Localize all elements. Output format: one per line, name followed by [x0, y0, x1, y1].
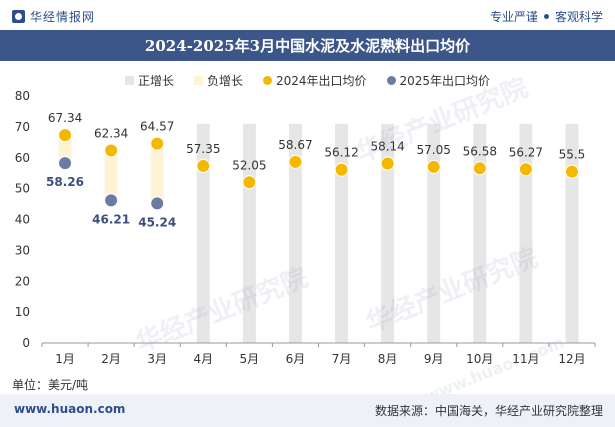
data-label-2024: 58.67	[278, 138, 312, 152]
data-label-2024: 56.12	[324, 146, 358, 160]
legend-label-2025: 2025年出口均价	[399, 74, 491, 88]
x-tick-label: 12月	[558, 352, 585, 366]
x-tick-label: 9月	[424, 352, 444, 366]
point-2024	[472, 161, 487, 176]
data-label-2025: 45.24	[138, 215, 176, 229]
legend-item-negative: 负增长	[193, 72, 243, 89]
legend-label-2024: 2024年出口均价	[275, 74, 367, 88]
point-2025	[150, 196, 165, 211]
chart-title: 2024-2025年3月中国水泥及水泥熟料出口均价	[144, 37, 471, 55]
bar-positive	[288, 123, 302, 343]
bar-positive	[565, 123, 579, 343]
legend-swatch-positive	[124, 76, 134, 85]
separator-dot-icon	[543, 14, 549, 19]
legend-item-2024: 2024年出口均价	[262, 72, 367, 89]
tag-professional: 专业严谨	[489, 10, 538, 24]
x-tick-label: 8月	[378, 352, 398, 366]
x-tick-label: 2月	[101, 352, 121, 366]
data-label-2024: 64.57	[140, 120, 174, 134]
legend-label-negative: 负增长	[206, 74, 243, 88]
x-tick-label: 10月	[466, 352, 493, 366]
data-label-2024: 52.05	[232, 158, 266, 172]
bar-positive	[381, 123, 395, 343]
unit-label: 单位：美元/吨	[12, 378, 89, 392]
x-tick-label: 4月	[193, 352, 213, 366]
point-2024	[196, 158, 211, 173]
point-2024	[104, 143, 119, 158]
bar-positive	[427, 123, 441, 343]
y-tick-label: 70	[15, 120, 30, 134]
bar-negative	[104, 150, 118, 201]
data-label-2024: 57.35	[186, 142, 220, 156]
bar-positive	[335, 123, 349, 343]
point-2024	[564, 164, 579, 179]
x-tick-label: 7月	[332, 352, 352, 366]
legend-label-positive: 正增长	[137, 74, 174, 88]
y-tick-label: 10	[15, 305, 30, 319]
point-2024	[242, 175, 257, 190]
bar-negative	[58, 135, 72, 164]
legend-swatch-negative	[193, 76, 203, 85]
point-2024	[288, 154, 303, 169]
bar-positive	[519, 123, 533, 343]
x-tick-label: 5月	[240, 352, 260, 366]
logo-icon	[12, 10, 25, 23]
point-2025	[58, 156, 73, 171]
chart-plot: 0 10 20 30 40 50 60 70 80 1月 2月 3月 4月 5月 6月 7月 8月 9月 10月 11…	[15, 90, 596, 366]
point-2024	[426, 159, 441, 174]
footer-url: www.huaon.com	[14, 402, 126, 416]
top-bar: 华经情报网 专业严谨 客观科学	[0, 0, 615, 30]
data-label-2024: 58.14	[370, 139, 404, 153]
bar-positive	[242, 123, 256, 343]
footer-bar: www.huaon.com 数据来源：中国海关，华经产业研究院整理	[0, 394, 615, 427]
y-tick-label: 0	[22, 336, 30, 350]
data-label-2024: 56.58	[463, 144, 497, 158]
title-bar: 2024-2025年3月中国水泥及水泥熟料出口均价	[0, 30, 615, 61]
data-label-2024: 67.34	[48, 111, 82, 125]
x-tick-label: 3月	[147, 352, 167, 366]
bar-negative	[150, 143, 164, 204]
y-tick-label: 40	[15, 213, 30, 227]
point-2024	[58, 128, 73, 143]
bar-positive	[196, 123, 210, 343]
point-2024	[150, 136, 165, 151]
legend-item-2025: 2025年出口均价	[386, 72, 491, 89]
y-tick-label: 60	[15, 151, 30, 165]
logo: 华经情报网	[12, 8, 95, 25]
y-tick-label: 50	[15, 182, 30, 196]
point-2025	[104, 193, 119, 208]
x-tick-label: 1月	[55, 352, 75, 366]
data-label-2024: 56.27	[509, 145, 543, 159]
data-label-2025: 58.26	[46, 175, 84, 189]
y-tick-label: 80	[15, 90, 30, 103]
legend-swatch-2025	[386, 76, 396, 85]
bar-positive	[473, 123, 487, 343]
legend-item-positive: 正增长	[124, 72, 174, 89]
point-2024	[380, 156, 395, 171]
point-2024	[518, 162, 533, 177]
chart-legend: 正增长 负增长 2024年出口均价 2025年出口均价	[0, 72, 615, 89]
data-label-2024: 57.05	[417, 143, 451, 157]
data-label-2024: 55.5	[559, 148, 586, 162]
legend-swatch-2024	[262, 76, 272, 85]
header-tags: 专业严谨 客观科学	[490, 8, 603, 25]
data-label-2025: 46.21	[92, 212, 130, 226]
y-tick-label: 30	[15, 243, 30, 257]
x-tick-label: 11月	[512, 352, 539, 366]
x-tick-label: 6月	[286, 352, 306, 366]
logo-text: 华经情报网	[30, 10, 96, 24]
y-tick-label: 20	[15, 274, 30, 288]
data-label-2024: 62.34	[94, 127, 128, 141]
data-source: 数据来源：中国海关，华经产业研究院整理	[374, 404, 603, 418]
tag-objective: 客观科学	[554, 10, 603, 24]
point-2024	[334, 162, 349, 177]
